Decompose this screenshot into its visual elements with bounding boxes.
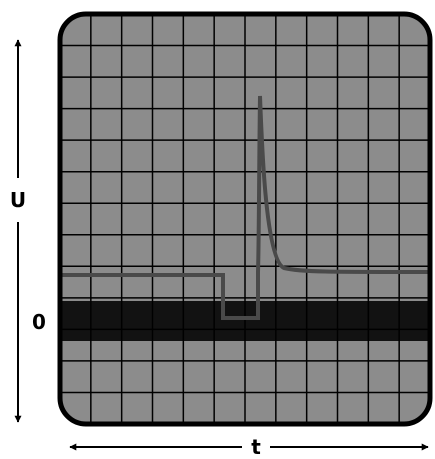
zero-level-label: 0 <box>32 310 46 334</box>
voltage-axis-label: U <box>10 188 26 212</box>
signal-trace <box>60 95 430 320</box>
screen-grid <box>60 14 430 424</box>
screen-border <box>57 11 433 427</box>
time-axis-label: t <box>251 435 261 459</box>
